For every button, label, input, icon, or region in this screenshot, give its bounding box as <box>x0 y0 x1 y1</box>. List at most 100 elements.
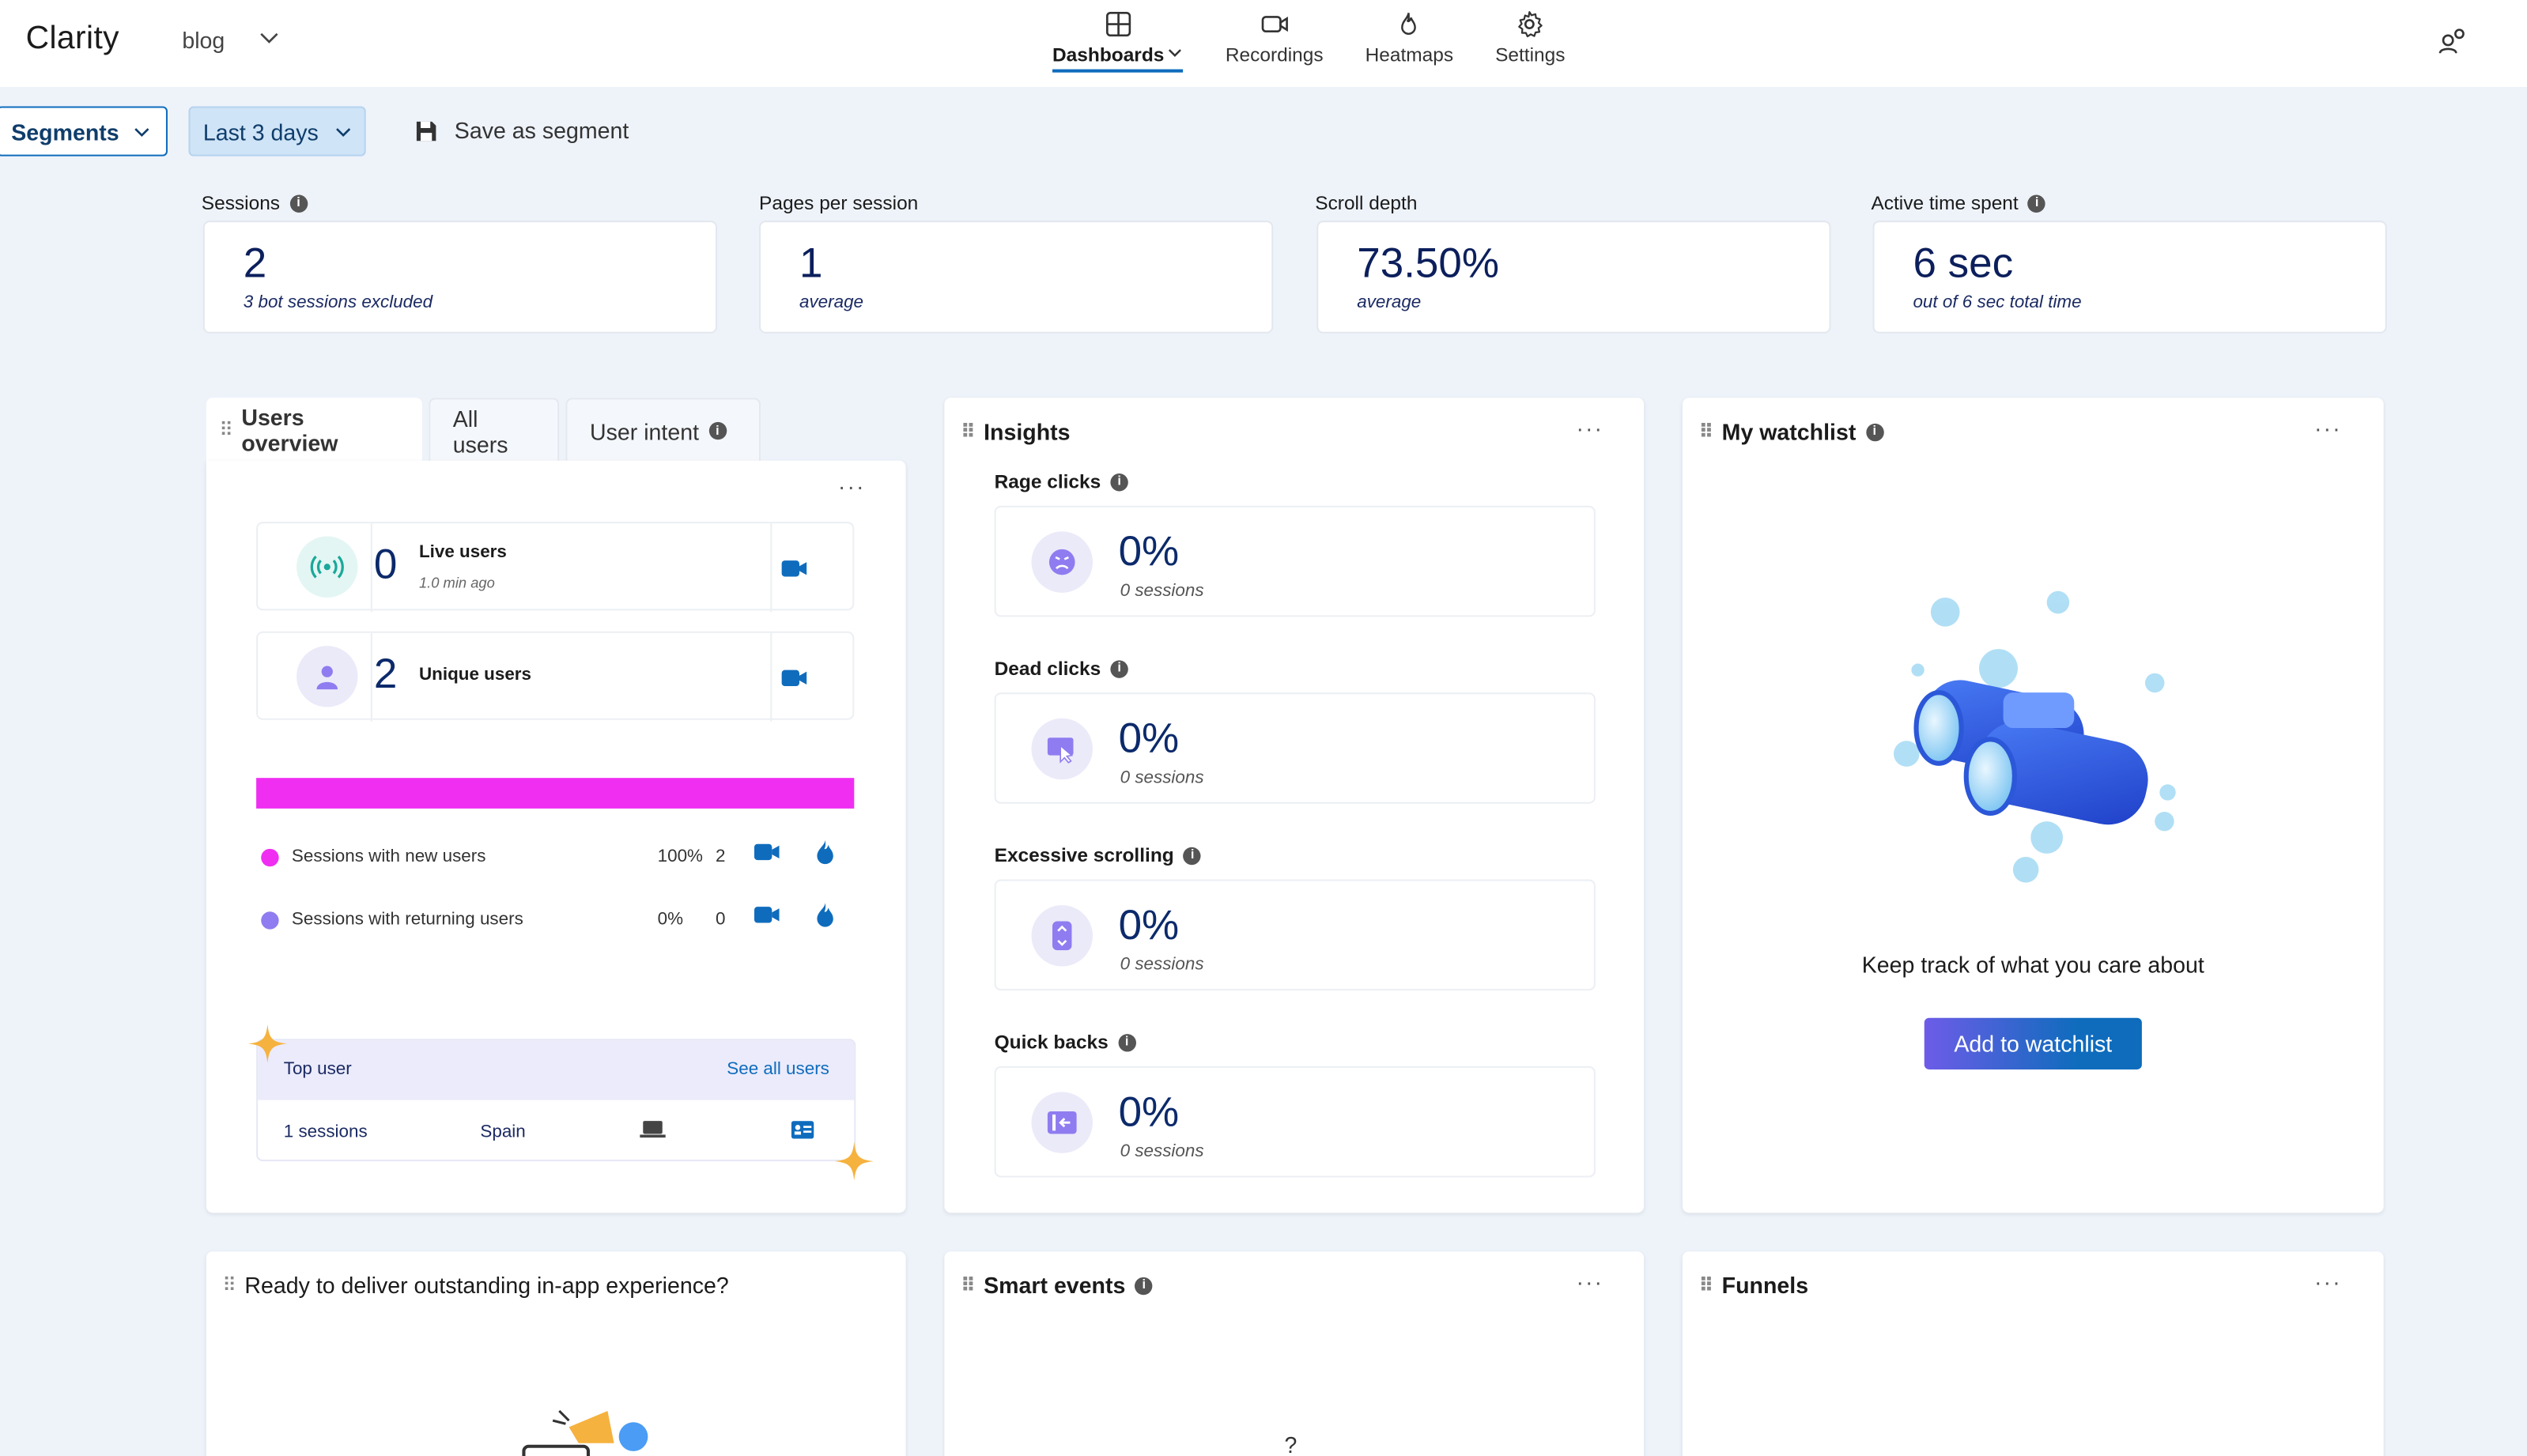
video-camera-icon[interactable] <box>754 905 780 924</box>
tab-settings[interactable]: Settings <box>1495 0 1565 87</box>
smart-events-panel: ⠿ Smart events i ··· ? <box>944 1251 1645 1456</box>
live-users-row: 0 Live users 1.0 min ago <box>256 522 855 613</box>
tab-user-intent-label: User intent <box>590 417 700 444</box>
live-signal-icon <box>297 536 358 598</box>
tab-recordings-label: Recordings <box>1225 43 1324 66</box>
top-user-title: Top user <box>283 1059 352 1080</box>
info-icon[interactable]: i <box>289 194 308 212</box>
legend-percent: 100% <box>657 847 703 867</box>
smart-events-partial-text: ? <box>1284 1431 1297 1456</box>
funnels-panel: ⠿ Funnels ··· <box>1682 1251 2384 1456</box>
chevron-down-icon[interactable] <box>258 28 281 51</box>
insight-label-dead: Dead clicks i <box>995 657 1128 680</box>
sparkle-icon <box>247 1024 287 1063</box>
divider <box>370 632 372 722</box>
project-selector-label[interactable]: blog <box>182 27 225 54</box>
video-camera-icon[interactable] <box>754 843 780 862</box>
tab-all-users[interactable]: All users <box>429 398 560 462</box>
metric-label-text: Scroll depth <box>1315 191 1418 215</box>
tab-recordings[interactable]: Recordings <box>1226 0 1324 87</box>
megaphone-illustration-icon <box>522 1409 648 1456</box>
more-options-icon[interactable]: ··· <box>2314 415 2342 442</box>
more-options-icon[interactable]: ··· <box>1576 1269 1604 1296</box>
info-icon[interactable]: i <box>1118 1033 1136 1051</box>
insight-percent: 0% <box>1118 900 1180 949</box>
legend-count: 2 <box>716 847 726 867</box>
inapp-experience-panel: ⠿ Ready to deliver outstanding in-app ex… <box>206 1251 906 1456</box>
tab-heatmaps[interactable]: Heatmaps <box>1365 0 1453 87</box>
info-icon[interactable]: i <box>1135 1276 1154 1295</box>
dead-click-icon <box>1031 718 1093 780</box>
tab-users-overview[interactable]: ⠿ Users overview <box>206 398 423 462</box>
info-icon[interactable]: i <box>1110 473 1128 491</box>
info-icon[interactable]: i <box>1183 846 1202 865</box>
divider <box>770 632 772 722</box>
live-users-timestamp: 1.0 min ago <box>418 575 495 591</box>
metric-card-active-time: 6 sec out of 6 sec total time <box>1872 221 2387 334</box>
live-users-count: 0 <box>373 539 398 588</box>
legend-new-users: Sessions with new users 100% 2 <box>258 839 854 872</box>
unique-users-label: Unique users <box>418 665 532 685</box>
laptop-icon <box>640 1121 666 1138</box>
add-to-watchlist-button[interactable]: Add to watchlist <box>1924 1017 2142 1069</box>
metric-card-pages-per-session: 1 average <box>759 221 1274 334</box>
more-options-icon[interactable]: ··· <box>837 473 866 500</box>
filter-bar: Segments Last 3 days Save as segment <box>0 106 2527 157</box>
drag-handle-icon[interactable]: ⠿ <box>219 418 233 442</box>
tab-dashboards[interactable]: Dashboards <box>1052 0 1184 87</box>
video-camera-icon[interactable] <box>781 559 808 578</box>
flame-icon[interactable] <box>815 839 834 866</box>
drag-handle-icon[interactable]: ⠿ <box>960 420 976 443</box>
inapp-title: ⠿ Ready to deliver outstanding in-app ex… <box>222 1273 728 1299</box>
insight-percent: 0% <box>1118 713 1180 762</box>
drag-handle-icon[interactable]: ⠿ <box>1698 1273 1713 1297</box>
segments-dropdown[interactable]: Segments <box>0 106 168 157</box>
video-camera-icon[interactable] <box>781 669 808 688</box>
dashboard-icon <box>1105 11 1131 37</box>
watchlist-empty-text: Keep track of what you care about <box>1861 952 2204 978</box>
top-user-header <box>258 1040 855 1100</box>
info-icon[interactable]: i <box>1110 659 1128 677</box>
drag-handle-icon[interactable]: ⠿ <box>1698 420 1713 443</box>
legend-dot <box>261 911 279 930</box>
tab-user-intent[interactable]: User intent i <box>565 398 761 462</box>
save-segment-button[interactable]: Save as segment <box>414 118 629 143</box>
inapp-title-text: Ready to deliver outstanding in-app expe… <box>244 1272 729 1299</box>
info-icon[interactable]: i <box>2027 194 2046 212</box>
metric-scroll-label: Scroll depth <box>1315 191 1417 214</box>
smart-events-title: ⠿ Smart events i <box>960 1273 1154 1298</box>
drag-handle-icon[interactable]: ⠿ <box>222 1273 236 1297</box>
insight-card-excessive-scrolling[interactable]: 0% 0 sessions <box>994 879 1596 991</box>
see-all-users-link[interactable]: See all users <box>727 1059 829 1080</box>
insight-card-dead-clicks[interactable]: 0% 0 sessions <box>994 692 1596 804</box>
insight-sessions: 0 sessions <box>1120 581 1204 602</box>
more-options-icon[interactable]: ··· <box>2314 1269 2342 1296</box>
insight-label-text: Excessive scrolling <box>994 843 1174 867</box>
top-user-country: Spain <box>480 1122 526 1142</box>
metric-sub: average <box>1357 292 1422 313</box>
insight-label-text: Rage clicks <box>994 470 1101 493</box>
insight-label-quickbacks: Quick backs i <box>995 1031 1136 1054</box>
segments-label: Segments <box>11 118 119 145</box>
insight-card-rage-clicks[interactable]: 0% 0 sessions <box>994 505 1596 617</box>
insight-card-quick-backs[interactable]: 0% 0 sessions <box>994 1066 1596 1178</box>
info-icon[interactable]: i <box>708 421 727 440</box>
date-range-dropdown[interactable]: Last 3 days <box>188 106 366 157</box>
metric-value: 2 <box>243 238 267 287</box>
drag-handle-icon[interactable]: ⠿ <box>960 1273 976 1297</box>
divider <box>370 523 372 613</box>
flame-icon[interactable] <box>815 902 834 928</box>
more-options-icon[interactable]: ··· <box>1576 415 1604 442</box>
metric-sub: 3 bot sessions excluded <box>243 292 433 313</box>
funnels-title-text: Funnels <box>1721 1272 1809 1299</box>
id-card-icon[interactable] <box>791 1121 814 1139</box>
unique-users-count: 2 <box>373 649 398 698</box>
legend-returning-users: Sessions with returning users 0% 0 <box>258 903 854 934</box>
person-icon <box>297 646 358 707</box>
brand-logo[interactable]: Clarity <box>25 21 119 57</box>
insight-sessions: 0 sessions <box>1120 768 1204 788</box>
top-user-card: Top user See all users 1 sessions Spain <box>256 1039 856 1162</box>
info-icon[interactable]: i <box>1865 422 1884 441</box>
metric-card-sessions: 2 3 bot sessions excluded <box>202 221 718 334</box>
share-people-icon[interactable] <box>2437 26 2469 58</box>
